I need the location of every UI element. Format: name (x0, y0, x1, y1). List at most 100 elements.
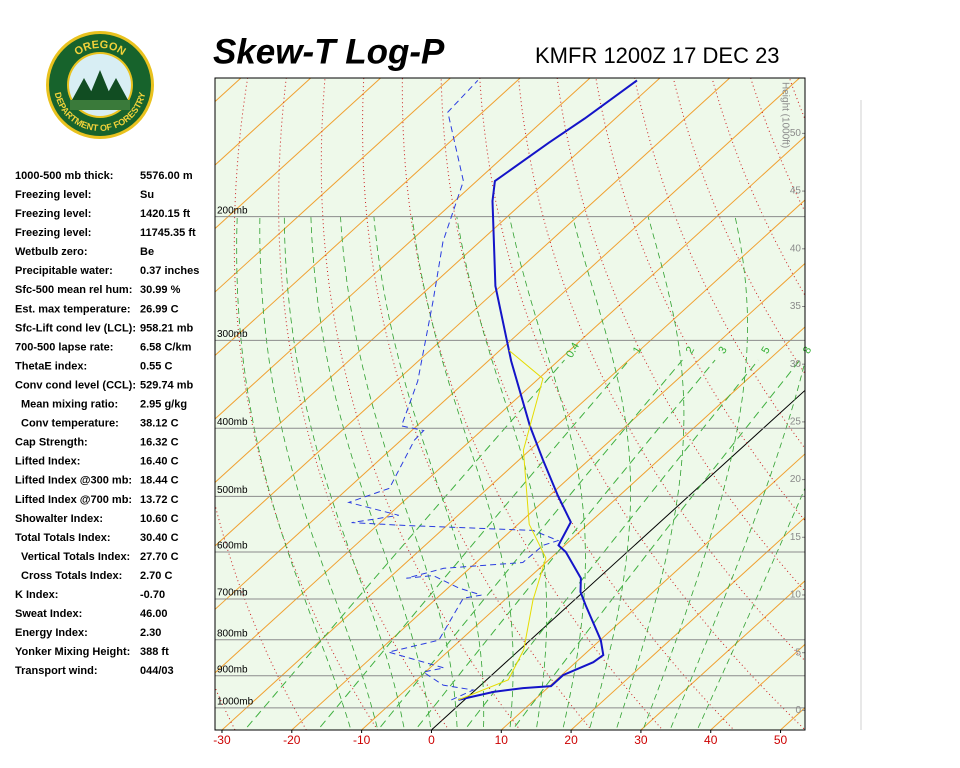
stat-value: 30.99 % (140, 284, 181, 296)
isotherm (215, 78, 312, 166)
stat-label: Freezing level: (15, 208, 91, 220)
stat-value: Be (140, 246, 154, 258)
stat-value: 0.37 inches (140, 265, 199, 277)
plot-frame (214, 77, 806, 731)
x-tick-label: -10 (353, 733, 371, 747)
x-tick-label: 40 (704, 733, 718, 747)
stat-value: 529.74 mb (140, 379, 193, 391)
stat-label: Total Totals Index: (15, 532, 111, 544)
stat-label: Conv cond level (CCL): (15, 379, 136, 391)
moist-adiabat (259, 216, 379, 730)
mixing-ratio-line (377, 359, 683, 730)
pressure-label: 600mb (217, 541, 248, 552)
isotherm (215, 78, 731, 547)
logo-top-text: OREGON (72, 39, 127, 58)
moist-adiabat (373, 216, 485, 730)
mixing-ratio-line (511, 359, 801, 730)
mixing-ratio-line (244, 359, 565, 730)
stat-value: 16.40 C (140, 456, 179, 468)
pressure-label: 200mb (217, 205, 248, 216)
stat-value: Su (140, 189, 154, 201)
pressure-label: 400mb (217, 417, 248, 428)
stat-value: 1420.15 ft (140, 208, 190, 220)
pressure-label: 500mb (217, 485, 248, 496)
stat-label: Sfc-Lift cond lev (LCL): (15, 322, 136, 334)
x-tick-label: 0 (428, 733, 435, 747)
mixing-ratio-line (463, 359, 759, 730)
isotherm (215, 135, 805, 674)
stat-value: 2.70 C (140, 570, 172, 582)
moist-adiabat (642, 216, 748, 730)
dry-adiabat (948, 5, 960, 737)
height-tick-label: 15 (790, 532, 802, 543)
stat-value: 16.32 C (140, 437, 179, 449)
moist-adiabat (283, 216, 405, 730)
dry-adiabat (595, 78, 805, 522)
stat-label: Est. max temperature: (15, 303, 131, 315)
x-tick-label: 30 (634, 733, 648, 747)
isotherm (215, 78, 521, 357)
height-tick-label: 5 (795, 647, 801, 658)
profile-line (458, 79, 638, 701)
stat-label: Sweat Index: (15, 608, 82, 620)
isotherm (221, 199, 805, 730)
stat-value: 38.12 C (140, 418, 179, 430)
stat-value: 30.40 C (140, 532, 179, 544)
chart-subtitle: KMFR 1200Z 17 DEC 23 (535, 43, 780, 68)
isotherm (843, 5, 960, 737)
stat-value: 27.70 C (140, 551, 179, 563)
pressure-label: 700mb (217, 588, 248, 599)
stat-value: 11745.35 ft (140, 227, 196, 239)
stat-label: Mean mixing ratio: (21, 399, 118, 411)
mixing-ratio-label: 1 (631, 345, 644, 356)
profiles (347, 79, 638, 701)
height-tick-label: 50 (790, 128, 802, 139)
stat-label: Yonker Mixing Height: (15, 646, 130, 658)
moist-adiabat (669, 359, 805, 730)
stat-value: 958.21 mb (140, 322, 193, 334)
pressure-label: 800mb (217, 628, 248, 639)
x-tick-label: -20 (283, 733, 301, 747)
stat-value: 6.58 C/km (140, 341, 192, 353)
stat-value: -0.70 (140, 589, 165, 601)
mixing-ratio-label: 2 (684, 345, 697, 356)
dry-adiabat (672, 78, 805, 375)
stat-value: 2.95 g/kg (140, 399, 187, 411)
mixing-ratio-label: 8 (801, 345, 814, 356)
mixing-ratio-label: 5 (759, 345, 772, 356)
moist-adiabat (411, 216, 514, 730)
stat-label: Wetbulb zero: (15, 246, 88, 258)
stat-label: 1000-500 mb thick: (15, 170, 113, 182)
stat-value: 0.55 C (140, 360, 172, 372)
stat-label: Cross Totals Index: (21, 570, 122, 582)
pressure-label: 900mb (217, 664, 248, 675)
dry-adiabat (912, 5, 960, 737)
stat-label: Lifted Index: (15, 456, 80, 468)
x-tick-label: 20 (564, 733, 578, 747)
x-tick-label: -30 (213, 733, 231, 747)
stat-value: 388 ft (140, 646, 169, 658)
moist-adiabat (456, 216, 548, 730)
height-tick-label: 10 (790, 590, 802, 601)
profile-line (347, 80, 560, 701)
height-axis-label: Height (1000ft) (779, 82, 790, 148)
stat-label: Freezing level: (15, 189, 91, 201)
stat-value: 5576.00 m (140, 170, 193, 182)
isotherm (570, 516, 805, 730)
stat-label: Transport wind: (15, 665, 98, 677)
isotherm (215, 78, 452, 293)
moist-adiabat (572, 216, 631, 730)
height-tick-label: 0 (795, 705, 801, 716)
dry-adiabat (876, 5, 960, 737)
stat-value: 26.99 C (140, 303, 179, 315)
height-tick-label: 40 (790, 243, 802, 254)
height-tick-label: 25 (790, 417, 802, 428)
stat-label: K Index: (15, 589, 58, 601)
stat-label: Lifted Index @700 mb: (15, 494, 132, 506)
height-tick-label: 35 (790, 301, 802, 312)
isotherm (215, 78, 801, 611)
logo-ground (70, 100, 130, 110)
pressure-label: 1000mb (217, 697, 254, 708)
profile-line (458, 350, 547, 701)
